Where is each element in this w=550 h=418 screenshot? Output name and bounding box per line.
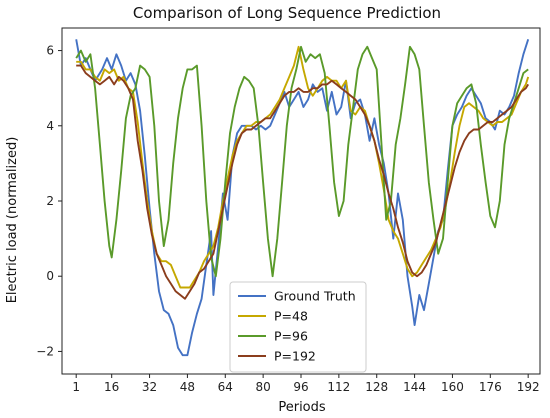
series-line-p-96 xyxy=(75,45,529,278)
legend-box xyxy=(229,281,367,373)
x-tick-label: 96 xyxy=(293,380,308,394)
x-axis-title: Periods xyxy=(278,400,326,415)
legend-label: P=48 xyxy=(274,309,308,324)
x-tick-label: 32 xyxy=(142,380,157,394)
x-tick-label: 160 xyxy=(441,380,464,394)
x-axis: 1 16 32 48 64 80 96 112 128 144 160 176 192 xyxy=(72,374,540,394)
y-tick-label: 0 xyxy=(46,269,54,283)
x-tick-label: 48 xyxy=(180,380,195,394)
x-tick-label: 64 xyxy=(218,380,233,394)
legend-label: P=192 xyxy=(274,349,316,364)
x-tick-label: 1 xyxy=(72,380,80,394)
y-tick-label: 4 xyxy=(46,119,54,133)
chart-title: Comparison of Long Sequence Prediction xyxy=(133,4,441,22)
y-axis-title: Electric load (normalized) xyxy=(5,137,20,304)
x-tick-label: 144 xyxy=(403,380,426,394)
series-line-p-192 xyxy=(76,64,530,300)
x-tick-label: 80 xyxy=(255,380,270,394)
y-axis: −2 0 2 4 6 xyxy=(36,44,62,358)
x-tick-label: 16 xyxy=(104,380,119,394)
legend: Ground Truth P=48 P=96 P=192 xyxy=(229,281,367,373)
y-tick-label: 6 xyxy=(46,44,54,58)
y-tick-label: −2 xyxy=(36,344,54,358)
y-tick-label: 2 xyxy=(46,194,54,208)
x-tick-label: 176 xyxy=(479,380,502,394)
plot-area xyxy=(61,27,541,375)
x-tick-label: 112 xyxy=(327,380,350,394)
legend-label: P=96 xyxy=(274,329,308,344)
x-tick-label: 128 xyxy=(365,380,388,394)
series-lines xyxy=(75,39,530,357)
legend-label: Ground Truth xyxy=(274,289,356,304)
x-tick-label: 192 xyxy=(517,380,540,394)
